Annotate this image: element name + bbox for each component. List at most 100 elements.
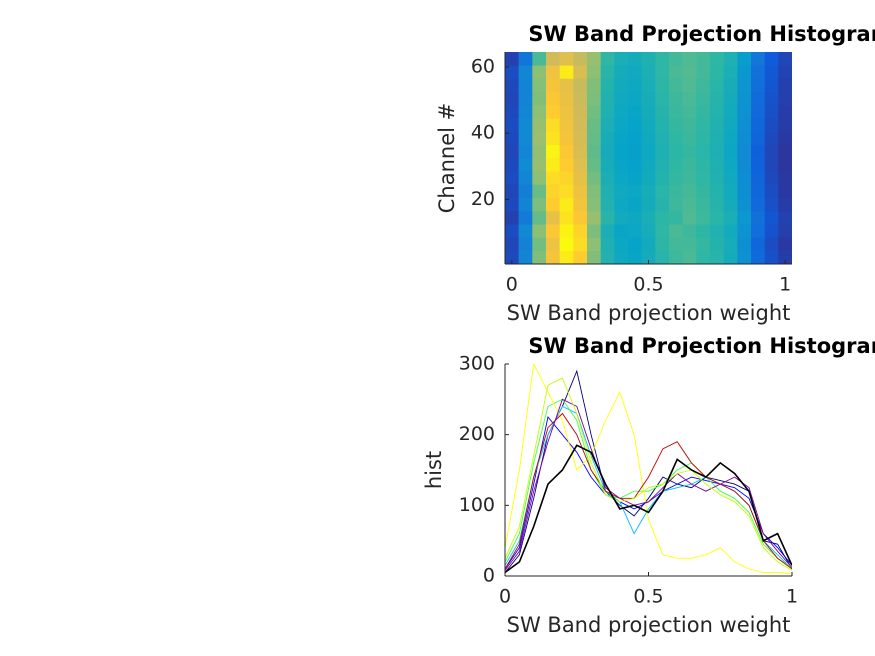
heat-cell	[669, 65, 683, 79]
heat-cell	[573, 118, 588, 132]
heat-cell	[614, 105, 629, 119]
heat-cell	[614, 184, 629, 199]
y-tick-label: 0	[483, 565, 495, 587]
heat-cell	[600, 105, 615, 119]
x-axis-label: SW Band projection weight	[507, 613, 791, 637]
heat-cell	[641, 171, 656, 185]
heat-cell	[641, 118, 656, 132]
x-tick-label: 0	[499, 586, 511, 608]
heat-cell	[546, 211, 560, 225]
heat-cell	[641, 52, 656, 66]
heat-cell	[723, 224, 738, 238]
heat-cell	[628, 65, 642, 79]
heat-cell	[614, 224, 629, 238]
heat-cell	[764, 184, 779, 199]
heat-cell	[751, 250, 765, 264]
heat-cell	[518, 78, 533, 93]
heat-cell	[587, 91, 601, 106]
heat-cell	[710, 224, 724, 238]
heat-cell	[737, 52, 752, 66]
heat-cell	[559, 78, 574, 93]
heat-cell	[764, 65, 779, 79]
heat-cell	[614, 78, 629, 93]
heat-cell	[764, 197, 779, 212]
heat-cell	[778, 118, 792, 132]
heat-cell	[532, 131, 547, 146]
series-line	[505, 369, 792, 573]
heat-cell	[505, 197, 519, 212]
heat-cell	[614, 197, 629, 212]
chart-title: SW Band Projection Histogram: All Channe…	[528, 22, 875, 46]
heat-cell	[723, 237, 738, 252]
heat-cell	[710, 184, 724, 199]
heat-cell	[764, 131, 779, 146]
heat-cell	[614, 118, 629, 132]
heat-cell	[682, 171, 697, 185]
heat-cell	[600, 78, 615, 93]
heat-cell	[628, 118, 642, 132]
heat-cell	[641, 144, 656, 159]
heat-cell	[778, 211, 792, 225]
heat-cell	[737, 144, 752, 159]
series-line	[505, 412, 792, 570]
heat-cell	[518, 65, 533, 79]
heat-cell	[778, 197, 792, 212]
heat-cell	[723, 105, 738, 119]
heat-cell	[641, 250, 656, 264]
heat-cell	[751, 197, 765, 212]
heat-cell	[669, 131, 683, 146]
heat-cell	[600, 197, 615, 212]
heat-cell	[559, 65, 574, 79]
heat-cell	[587, 65, 601, 79]
heat-cell	[505, 184, 519, 199]
heat-cell	[559, 105, 574, 119]
heat-cell	[682, 118, 697, 132]
plot-area	[505, 52, 792, 264]
heat-cell	[682, 91, 697, 106]
heat-cell	[505, 131, 519, 146]
heat-cell	[573, 52, 588, 66]
y-tick-label: 100	[459, 494, 495, 516]
heat-cell	[723, 158, 738, 172]
heat-cell	[710, 158, 724, 172]
heat-cell	[532, 118, 547, 132]
heat-cell	[710, 78, 724, 93]
heat-cell	[655, 237, 670, 252]
heat-cell	[764, 118, 779, 132]
heat-cell	[546, 65, 560, 79]
x-tick-label: 1	[786, 586, 798, 608]
heat-cell	[764, 158, 779, 172]
y-axis-label: Channel #	[435, 103, 459, 214]
heat-cell	[628, 78, 642, 93]
heat-cell	[546, 224, 560, 238]
heat-cell	[518, 105, 533, 119]
heat-cell	[546, 171, 560, 185]
heat-cell	[628, 158, 642, 172]
heat-cell	[682, 197, 697, 212]
heat-cell	[559, 237, 574, 252]
heat-cell	[737, 131, 752, 146]
heat-cell	[696, 237, 711, 252]
heat-cell	[778, 131, 792, 146]
heat-cell	[505, 224, 519, 238]
heat-cell	[710, 211, 724, 225]
heat-cell	[723, 171, 738, 185]
heat-cell	[573, 224, 588, 238]
heat-cell	[669, 184, 683, 199]
heat-cell	[669, 78, 683, 93]
heat-cell	[518, 52, 533, 66]
heat-cell	[641, 197, 656, 212]
heat-cell	[641, 211, 656, 225]
heat-cell	[723, 91, 738, 106]
heat-cell	[587, 78, 601, 93]
heat-cell	[764, 250, 779, 264]
heat-cell	[505, 211, 519, 225]
heat-cell	[737, 158, 752, 172]
x-axis-label: SW Band projection weight	[507, 301, 791, 325]
heat-cell	[723, 144, 738, 159]
heat-cell	[682, 250, 697, 264]
heat-cell	[614, 144, 629, 159]
heat-cell	[587, 158, 601, 172]
heat-cell	[573, 144, 588, 159]
